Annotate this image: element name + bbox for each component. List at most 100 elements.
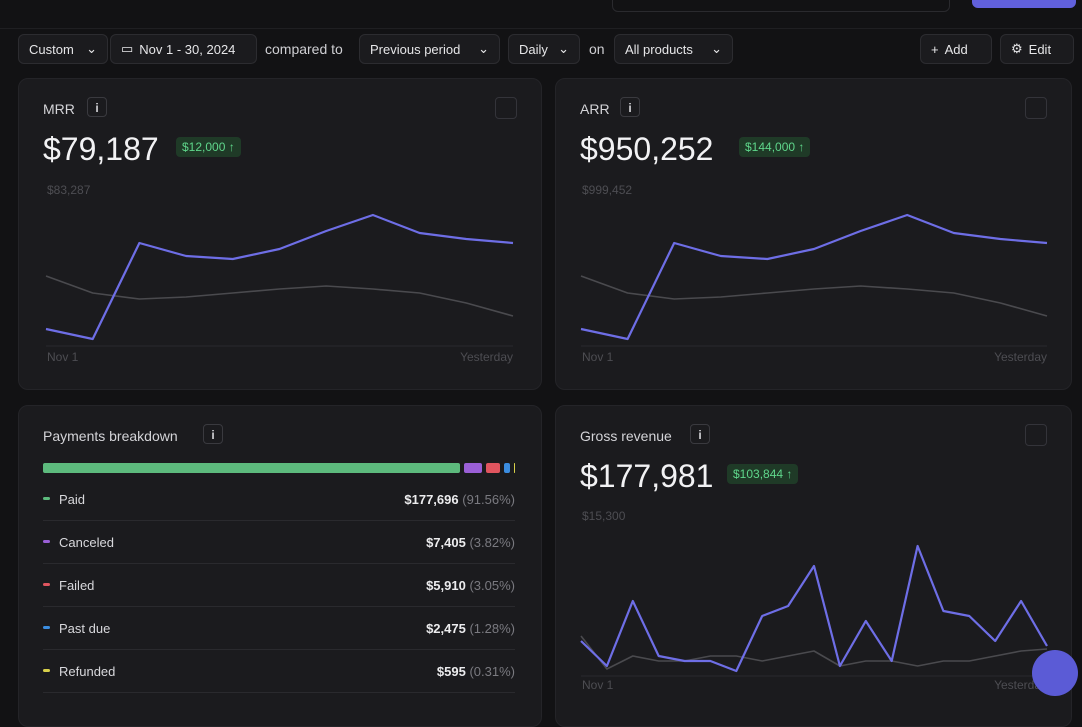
- change: $103,844: [733, 467, 784, 481]
- row-label: Past due: [59, 621, 111, 636]
- series-line: [580, 275, 1048, 317]
- amount: $177,696: [404, 492, 459, 507]
- chevron: ⌄: [558, 41, 569, 56]
- x-end-label: Yesterday: [994, 350, 1047, 364]
- payment-row: Refunded $595 (0.31%): [43, 649, 515, 693]
- add-button[interactable]: + Add: [920, 34, 992, 64]
- range-preset[interactable]: Custom ⌄: [18, 34, 108, 64]
- y-tick-label: $999,452: [582, 183, 632, 197]
- card-title: Gross revenue: [580, 428, 672, 444]
- legend-dot: [43, 540, 50, 543]
- payment-row: Canceled $7,405 (3.82%): [43, 520, 515, 564]
- series-line: [580, 635, 1048, 670]
- payment-row: Paid $177,696 (91.56%): [43, 477, 515, 521]
- label: All products: [625, 41, 693, 57]
- row-label: Failed: [59, 578, 95, 593]
- line-chart: $999,452 Nov 1 Yesterday: [580, 183, 1048, 364]
- on: on: [589, 41, 605, 57]
- share: (1.28%): [469, 621, 515, 636]
- label: Edit: [1028, 41, 1052, 57]
- open-icon[interactable]: [1025, 424, 1047, 446]
- x-start-label: Nov 1: [582, 678, 614, 692]
- label: Custom: [29, 41, 74, 57]
- calendar-icon: ▭: [121, 41, 134, 56]
- legend-dot: [43, 626, 50, 629]
- payments-card: Payments breakdown i Paid $177,696 (91.56…: [18, 405, 542, 727]
- row-value: $5,910 (3.05%): [426, 578, 515, 593]
- amount: $2,475: [426, 621, 466, 636]
- card-title: MRR: [43, 101, 75, 117]
- legend-dot: [43, 497, 50, 500]
- comparison[interactable]: Previous period ⌄: [359, 34, 500, 64]
- plus-icon: +: [931, 41, 939, 57]
- metric-card: Gross revenue i $177,981 $103,844 ↑ $15,…: [555, 405, 1072, 727]
- open-icon[interactable]: [495, 97, 517, 119]
- series-line: [580, 544, 1048, 673]
- share: (3.05%): [469, 578, 515, 593]
- legend-dot: [43, 669, 50, 672]
- interval[interactable]: Daily ⌄: [508, 34, 580, 64]
- open-icon[interactable]: [1025, 97, 1047, 119]
- date-range[interactable]: ▭ Nov 1 - 30, 2024: [110, 34, 257, 64]
- legend-dot: [43, 583, 50, 586]
- row-value: $177,696 (91.56%): [404, 492, 515, 507]
- y-tick-label: $83,287: [47, 183, 91, 197]
- header-divider: [0, 28, 1082, 29]
- share: (91.56%): [462, 492, 515, 507]
- search-box[interactable]: [612, 0, 950, 12]
- change: $144,000: [745, 140, 796, 154]
- info-icon[interactable]: i: [203, 424, 223, 444]
- row-label: Canceled: [59, 535, 114, 550]
- metric-value: $950,252: [580, 131, 714, 167]
- compared-to: compared to: [265, 41, 343, 57]
- edit-button[interactable]: ⚙ Edit: [1000, 34, 1074, 64]
- bar-segment: [464, 463, 482, 473]
- x-end-label: Yesterday: [460, 350, 513, 364]
- chevron: ⌄: [478, 41, 489, 56]
- change: $12,000: [182, 140, 226, 154]
- row-value: $7,405 (3.82%): [426, 535, 515, 550]
- change-pill: $144,000 ↑: [739, 137, 811, 157]
- primary-button[interactable]: [972, 0, 1076, 8]
- amount: $5,910: [426, 578, 466, 593]
- line-chart: $83,287 Nov 1 Yesterday: [45, 183, 514, 364]
- amount: $595: [436, 664, 466, 679]
- metric-card: ARR i $950,252 $144,000 ↑ $999,452 Nov 1 Y…: [555, 78, 1072, 390]
- card-title: ARR: [580, 101, 610, 117]
- payment-row: Past due $2,475 (1.28%): [43, 606, 515, 650]
- chat-launcher[interactable]: [1032, 650, 1078, 696]
- chevron: ⌄: [86, 41, 97, 56]
- bar-segment: [485, 463, 500, 473]
- bar-segment: [43, 463, 461, 473]
- change-pill: $12,000 ↑: [176, 137, 241, 157]
- row-label: Refunded: [59, 664, 116, 679]
- products[interactable]: All products ⌄: [614, 34, 733, 64]
- series-line: [580, 213, 1048, 341]
- label: Add: [944, 41, 968, 57]
- x-start-label: Nov 1: [47, 350, 79, 364]
- y-tick-label: $15,300: [582, 509, 626, 523]
- bar-segment: [503, 463, 510, 473]
- bar-segment: [513, 463, 515, 473]
- label: Daily: [519, 41, 548, 57]
- info-icon[interactable]: i: [87, 97, 107, 117]
- chevron: ⌄: [711, 41, 722, 56]
- amount: $7,405: [426, 535, 466, 550]
- gear-icon: ⚙: [1011, 41, 1023, 56]
- label: Nov 1 - 30, 2024: [139, 41, 236, 57]
- info-icon[interactable]: i: [690, 424, 710, 444]
- row-value: $2,475 (1.28%): [426, 621, 515, 636]
- payment-row: Failed $5,910 (3.05%): [43, 563, 515, 607]
- info-icon[interactable]: i: [620, 97, 640, 117]
- label: Previous period: [370, 41, 461, 57]
- series-line: [45, 275, 514, 317]
- series-line: [45, 213, 514, 341]
- share: (0.31%): [469, 664, 515, 679]
- card-title: Payments breakdown: [43, 428, 178, 444]
- metric-card: MRR i $79,187 $12,000 ↑ $83,287 Nov 1 Yest…: [18, 78, 542, 390]
- change-pill: $103,844 ↑: [727, 464, 799, 484]
- x-start-label: Nov 1: [582, 350, 614, 364]
- row-label: Paid: [59, 492, 86, 507]
